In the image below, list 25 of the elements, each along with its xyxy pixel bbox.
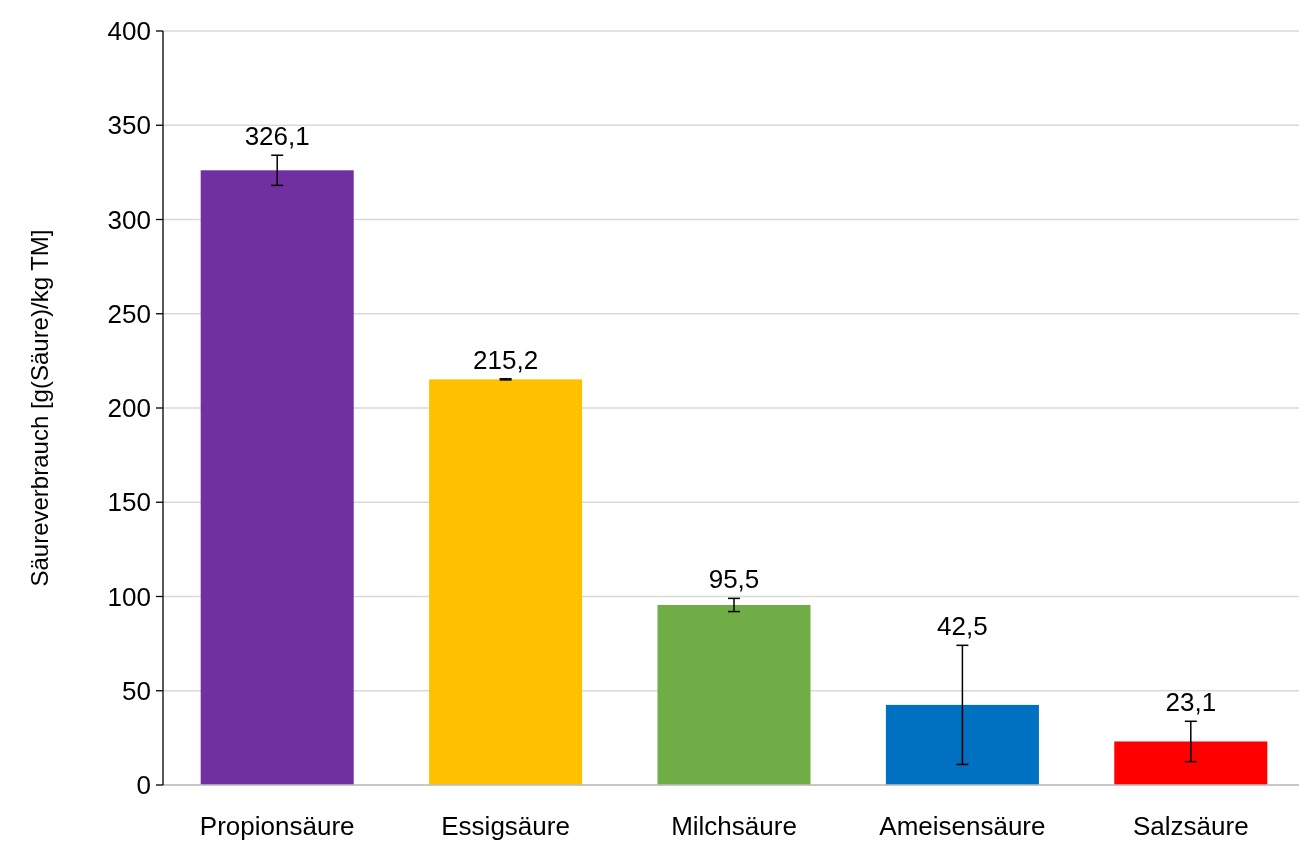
- y-tick-label: 250: [107, 298, 151, 329]
- bar: [200, 170, 354, 785]
- y-tick-label: 400: [107, 16, 151, 47]
- x-tick-label: Ameisensäure: [879, 811, 1046, 841]
- x-tick-label: Propionsäure: [199, 811, 355, 841]
- bar: [1114, 741, 1268, 785]
- data-label: 95,5: [708, 564, 760, 595]
- data-label: 326,1: [244, 121, 310, 152]
- data-label: 42,5: [937, 611, 988, 642]
- bar: [429, 379, 583, 785]
- data-label: 215,2: [473, 344, 539, 375]
- y-axis-title: Säureverbrauch [g(Säure)/kg TM]: [26, 229, 53, 587]
- y-tick-label: 300: [107, 204, 151, 235]
- y-tick-label: 150: [107, 487, 151, 518]
- y-tick-label: 0: [136, 770, 151, 801]
- y-tick-label: 200: [107, 393, 151, 424]
- data-label: 23,1: [1165, 687, 1217, 718]
- bar: [657, 604, 811, 785]
- bar: [885, 704, 1039, 785]
- x-tick-label: Salzsäure: [1132, 811, 1249, 841]
- x-tick-label: Essigsäure: [441, 811, 570, 841]
- y-tick-label: 350: [107, 110, 151, 141]
- x-tick-label: Milchsäure: [671, 811, 797, 841]
- y-tick-label: 100: [107, 581, 151, 612]
- y-tick-label: 50: [122, 675, 151, 706]
